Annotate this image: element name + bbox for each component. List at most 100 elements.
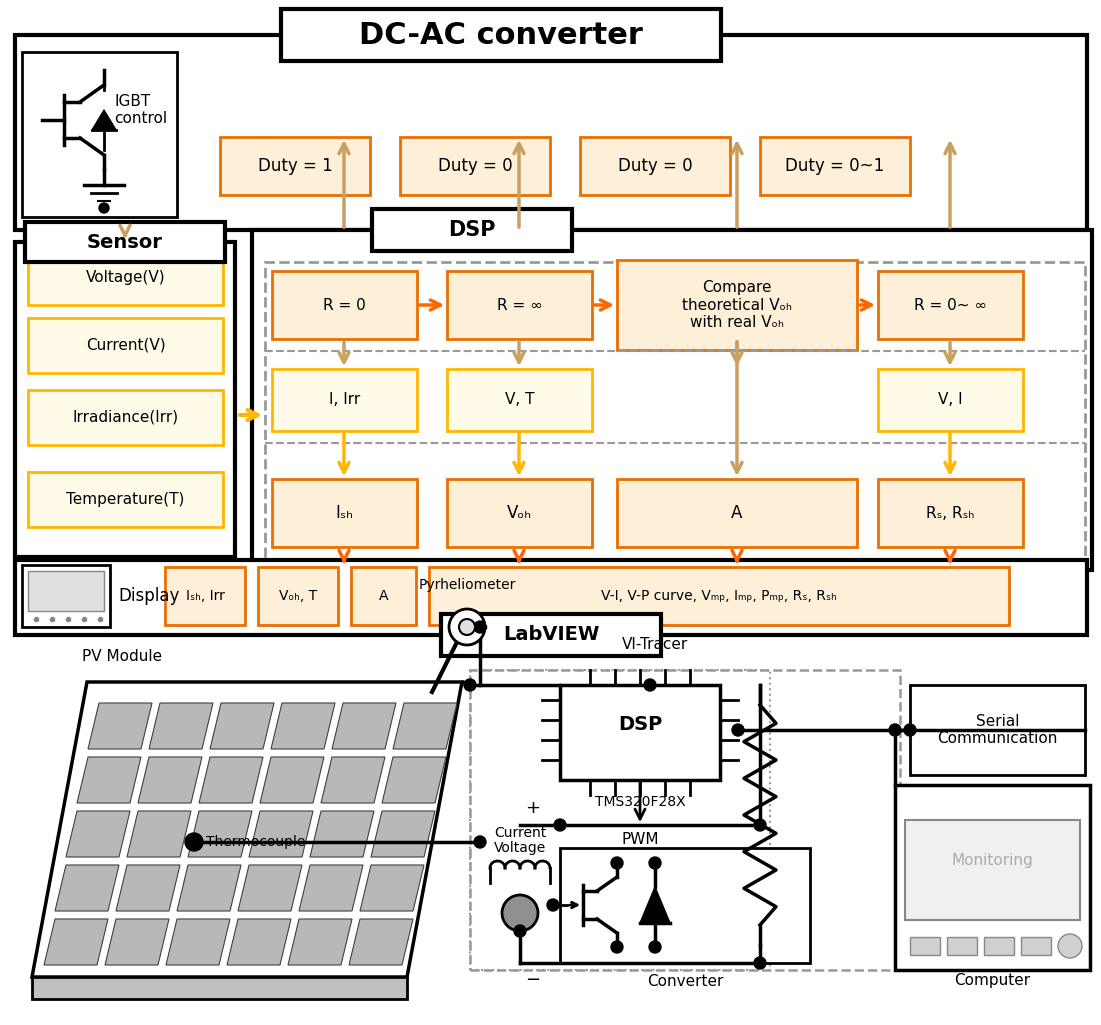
Text: Monitoring: Monitoring bbox=[951, 853, 1034, 867]
Text: R = 0~ ∞: R = 0~ ∞ bbox=[914, 297, 988, 313]
Text: Sensor: Sensor bbox=[87, 233, 163, 251]
FancyBboxPatch shape bbox=[911, 937, 940, 955]
FancyBboxPatch shape bbox=[400, 137, 550, 195]
Circle shape bbox=[475, 836, 486, 848]
Polygon shape bbox=[55, 865, 119, 911]
Circle shape bbox=[99, 203, 109, 213]
Text: IGBT
control: IGBT control bbox=[115, 94, 167, 126]
Polygon shape bbox=[382, 757, 446, 803]
Text: R = ∞: R = ∞ bbox=[497, 297, 543, 313]
Text: DC-AC converter: DC-AC converter bbox=[359, 20, 643, 49]
Circle shape bbox=[464, 679, 476, 691]
Polygon shape bbox=[310, 811, 374, 857]
Text: DSP: DSP bbox=[618, 715, 662, 734]
Circle shape bbox=[754, 819, 766, 831]
Circle shape bbox=[732, 724, 744, 736]
Circle shape bbox=[185, 833, 203, 851]
Circle shape bbox=[904, 724, 916, 736]
Circle shape bbox=[648, 941, 661, 953]
Polygon shape bbox=[349, 919, 413, 965]
Text: Vₒₕ, T: Vₒₕ, T bbox=[279, 589, 317, 603]
Polygon shape bbox=[88, 703, 152, 749]
FancyBboxPatch shape bbox=[617, 479, 857, 547]
Text: −: − bbox=[525, 971, 541, 989]
Text: Display: Display bbox=[118, 587, 179, 605]
Polygon shape bbox=[640, 887, 671, 922]
Polygon shape bbox=[360, 865, 424, 911]
Polygon shape bbox=[177, 865, 241, 911]
Polygon shape bbox=[77, 757, 141, 803]
Text: A: A bbox=[379, 589, 389, 603]
Text: Temperature(T): Temperature(T) bbox=[66, 492, 185, 507]
Text: Vₒₕ: Vₒₕ bbox=[506, 504, 532, 522]
Polygon shape bbox=[210, 703, 274, 749]
FancyBboxPatch shape bbox=[258, 567, 338, 625]
FancyBboxPatch shape bbox=[252, 230, 1092, 570]
Polygon shape bbox=[249, 811, 313, 857]
Circle shape bbox=[611, 941, 623, 953]
FancyBboxPatch shape bbox=[265, 262, 1084, 560]
Text: Pyrheliometer: Pyrheliometer bbox=[418, 578, 515, 592]
Polygon shape bbox=[288, 919, 352, 965]
FancyBboxPatch shape bbox=[28, 250, 224, 305]
Text: Iₛₕ, Irr: Iₛₕ, Irr bbox=[186, 589, 225, 603]
Text: Duty = 1: Duty = 1 bbox=[258, 157, 333, 175]
Text: V-I, V-P curve, Vₘₚ, Iₘₚ, Pₘₚ, Rₛ, Rₛₕ: V-I, V-P curve, Vₘₚ, Iₘₚ, Pₘₚ, Rₛ, Rₛₕ bbox=[601, 589, 837, 603]
Polygon shape bbox=[32, 977, 407, 999]
Text: Duty = 0: Duty = 0 bbox=[438, 157, 512, 175]
Circle shape bbox=[754, 957, 766, 969]
Circle shape bbox=[611, 857, 623, 869]
Text: Current: Current bbox=[494, 826, 546, 840]
Text: V, T: V, T bbox=[504, 393, 534, 408]
FancyBboxPatch shape bbox=[617, 260, 857, 350]
FancyBboxPatch shape bbox=[447, 479, 592, 547]
FancyBboxPatch shape bbox=[22, 565, 110, 627]
Text: TMS320F28X: TMS320F28X bbox=[595, 795, 685, 809]
FancyBboxPatch shape bbox=[877, 369, 1023, 430]
Polygon shape bbox=[188, 811, 252, 857]
Text: Serial
Communication: Serial Communication bbox=[937, 713, 1058, 746]
Text: I, Irr: I, Irr bbox=[329, 393, 360, 408]
FancyBboxPatch shape bbox=[580, 137, 730, 195]
Text: Rₛ, Rₛₕ: Rₛ, Rₛₕ bbox=[926, 505, 974, 521]
FancyBboxPatch shape bbox=[442, 614, 661, 656]
Polygon shape bbox=[333, 703, 396, 749]
Polygon shape bbox=[127, 811, 190, 857]
FancyBboxPatch shape bbox=[15, 242, 235, 557]
FancyBboxPatch shape bbox=[911, 685, 1084, 775]
Text: Duty = 0~1: Duty = 0~1 bbox=[785, 157, 884, 175]
Text: Irradiance(Irr): Irradiance(Irr) bbox=[73, 410, 178, 425]
Text: Converter: Converter bbox=[646, 974, 723, 988]
FancyBboxPatch shape bbox=[15, 35, 1087, 230]
Polygon shape bbox=[260, 757, 324, 803]
Polygon shape bbox=[271, 703, 335, 749]
FancyBboxPatch shape bbox=[25, 222, 225, 262]
Polygon shape bbox=[321, 757, 385, 803]
FancyBboxPatch shape bbox=[15, 560, 1087, 636]
Polygon shape bbox=[149, 703, 212, 749]
Text: A: A bbox=[731, 504, 743, 522]
Text: Iₛₕ: Iₛₕ bbox=[336, 504, 353, 522]
FancyBboxPatch shape bbox=[905, 820, 1080, 920]
FancyBboxPatch shape bbox=[272, 369, 417, 430]
Text: Duty = 0: Duty = 0 bbox=[618, 157, 693, 175]
FancyBboxPatch shape bbox=[984, 937, 1014, 955]
Polygon shape bbox=[105, 919, 168, 965]
FancyBboxPatch shape bbox=[28, 472, 224, 527]
Circle shape bbox=[1058, 934, 1082, 958]
Text: PWM: PWM bbox=[621, 832, 658, 848]
FancyBboxPatch shape bbox=[429, 567, 1009, 625]
Polygon shape bbox=[44, 919, 108, 965]
Text: +: + bbox=[525, 800, 539, 817]
Circle shape bbox=[554, 819, 566, 831]
FancyBboxPatch shape bbox=[1021, 937, 1051, 955]
FancyBboxPatch shape bbox=[351, 567, 416, 625]
Text: Computer: Computer bbox=[955, 973, 1031, 988]
FancyBboxPatch shape bbox=[28, 318, 224, 373]
Polygon shape bbox=[299, 865, 363, 911]
FancyBboxPatch shape bbox=[947, 937, 977, 955]
Text: V, I: V, I bbox=[938, 393, 962, 408]
Text: Current(V): Current(V) bbox=[86, 338, 165, 353]
Text: R = 0: R = 0 bbox=[323, 297, 366, 313]
FancyBboxPatch shape bbox=[28, 390, 224, 445]
